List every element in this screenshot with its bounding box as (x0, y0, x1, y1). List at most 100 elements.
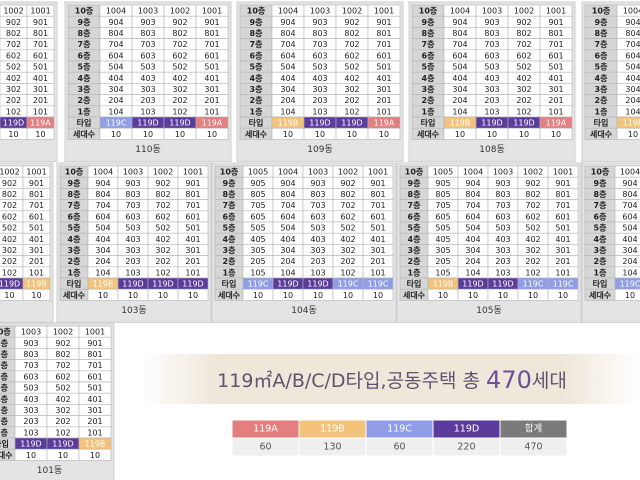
unit-number: 104 (95, 268, 110, 277)
unit-type: 119C (106, 119, 127, 128)
unit-number: 801 (87, 350, 102, 359)
unit-number: 802 (155, 190, 170, 199)
count-label: 세대수 (0, 450, 13, 460)
unit-number: 902 (525, 179, 540, 188)
unit-number: 602 (340, 212, 355, 221)
unit-number: 101 (204, 107, 219, 116)
type-label: 타입 (594, 118, 609, 128)
unit-number: 103 (140, 107, 155, 116)
unit-number: 901 (204, 18, 219, 27)
floor-label: 8층 (422, 28, 436, 38)
unit-type: 119D (152, 280, 173, 289)
unit-number: 101 (548, 107, 563, 116)
unit-number: 205 (250, 257, 265, 266)
summary-value: 60 (393, 442, 405, 453)
unit-number: 502 (55, 384, 70, 393)
unit-number: 1003 (123, 168, 143, 177)
unit-number: 601 (548, 51, 563, 60)
floor-label: 5층 (250, 62, 264, 72)
floor-label: 4층 (78, 73, 92, 83)
summary-value: 60 (259, 442, 271, 453)
unit-number: 901 (376, 18, 391, 27)
unit-number: 905 (250, 179, 265, 188)
unit-number: 805 (435, 190, 450, 199)
unit-number: 101 (555, 268, 570, 277)
unit-number: 801 (33, 29, 48, 38)
unit-number: 702 (516, 40, 531, 49)
unit-number: 701 (555, 201, 570, 210)
unit-number: 1002 (514, 7, 534, 16)
floor-label: 2층 (595, 95, 609, 105)
unit-number: 203 (140, 96, 155, 105)
unit-number: 905 (435, 179, 450, 188)
unit-number: 1003 (21, 328, 41, 337)
unit-number: 603 (23, 372, 38, 381)
building-table: 10층 1004 9층 904 8층 804 7층 704 6층 604 5층 504 4층 404 3층 3… (581, 1, 640, 162)
unit-number: 801 (548, 29, 563, 38)
floor-label: 7층 (68, 200, 82, 210)
unit-count-cell (614, 288, 640, 301)
unit-count: 10 (379, 130, 389, 139)
unit-type: 119A (374, 119, 395, 128)
unit-count: 10 (628, 130, 638, 139)
unit-number: 503 (312, 63, 327, 72)
unit-number: 202 (340, 257, 355, 266)
unit-number: 704 (622, 201, 637, 210)
unit-number: 902 (2, 179, 17, 188)
floor-label: 9층 (78, 17, 92, 27)
summary-value-cell (499, 437, 568, 457)
floor-label: 1층 (595, 106, 609, 116)
unit-number: 901 (29, 179, 44, 188)
unit-count: 10 (158, 291, 168, 300)
unit-number: 705 (435, 201, 450, 210)
building-table: 1002 1001 902 901 802 801 702 701 602 601 502 501 40… (0, 1, 58, 162)
building-name: 108동 (479, 144, 504, 155)
unit-number: 801 (185, 190, 200, 199)
unit-number: 202 (525, 257, 540, 266)
unit-number: 202 (516, 96, 531, 105)
floor-label: 9층 (223, 178, 237, 188)
summary-value: 470 (524, 442, 542, 453)
unit-number: 602 (344, 51, 359, 60)
unit-type: 119A (30, 119, 51, 128)
unit-number: 501 (33, 63, 48, 72)
unit-number: 904 (280, 18, 295, 27)
unit-number: 101 (33, 107, 48, 116)
unit-number: 604 (625, 51, 640, 60)
unit-number: 703 (310, 201, 325, 210)
unit-number: 1001 (374, 7, 394, 16)
unit-number: 504 (108, 63, 123, 72)
unit-count: 10 (625, 291, 635, 300)
unit-number: 103 (484, 107, 499, 116)
unit-number: 402 (340, 235, 355, 244)
unit-number: 703 (495, 201, 510, 210)
unit-count-cell (616, 127, 640, 140)
unit-number: 604 (622, 212, 637, 221)
unit-number: 501 (185, 224, 200, 233)
unit-number: 803 (310, 190, 325, 199)
unit-number: 401 (370, 235, 385, 244)
unit-number: 704 (625, 40, 640, 49)
unit-number: 203 (23, 417, 38, 426)
unit-number: 604 (108, 51, 123, 60)
unit-number: 403 (495, 235, 510, 244)
unit-number: 902 (516, 18, 531, 27)
unit-number: 702 (172, 40, 187, 49)
unit-number: 102 (55, 428, 70, 437)
unit-type: 119C (248, 280, 269, 289)
unit-number: 202 (6, 96, 21, 105)
unit-number: 302 (155, 246, 170, 255)
floor-label: 4층 (223, 234, 237, 244)
unit-number: 404 (108, 74, 123, 83)
unit-number: 704 (452, 40, 467, 49)
unit-number: 801 (370, 190, 385, 199)
unit-number: 102 (172, 107, 187, 116)
floor-label: 7층 (78, 39, 92, 49)
building-table: 10층 1004 1003 1002 1001 9층 904 903 902 901 8층 804 80… (56, 162, 212, 323)
unit-number: 502 (6, 63, 21, 72)
unit-number: 303 (484, 85, 499, 94)
unit-number: 701 (204, 40, 219, 49)
unit-number: 704 (465, 201, 480, 210)
building-table: 10층 1003 1002 1001 9층 903 902 901 8층 803 802 801 7층 7… (0, 322, 115, 480)
